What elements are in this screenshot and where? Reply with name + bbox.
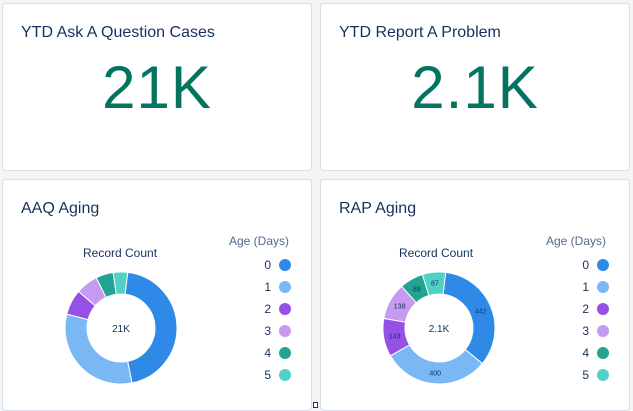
segment-data-label: 143 bbox=[389, 333, 401, 340]
aaq-aging-card[interactable]: AAQ Aging Record Count Age (Days) 21K 0 1… bbox=[2, 179, 312, 411]
legend-title: Age (Days) bbox=[546, 234, 607, 248]
legend-item-3[interactable]: 3 bbox=[251, 324, 291, 338]
legend-item-4[interactable]: 4 bbox=[569, 346, 609, 360]
legend-item-1[interactable]: 1 bbox=[569, 280, 609, 294]
segment-data-label: 87 bbox=[431, 281, 439, 288]
legend-item-3[interactable]: 3 bbox=[569, 324, 609, 338]
donut-segment-0[interactable] bbox=[442, 271, 496, 365]
legend-item-0[interactable]: 0 bbox=[251, 258, 291, 272]
legend-item-4[interactable]: 4 bbox=[251, 346, 291, 360]
legend-item-1[interactable]: 1 bbox=[251, 280, 291, 294]
resize-handle[interactable] bbox=[313, 402, 318, 408]
segment-data-label: 442 bbox=[475, 309, 487, 316]
legend-title: Age (Days) bbox=[229, 234, 290, 248]
legend-label: 1 bbox=[264, 280, 271, 294]
legend-label: 5 bbox=[264, 368, 271, 382]
donut-chart: 442 400 143 138 89 87 2.1K bbox=[382, 271, 496, 385]
legend-label: 0 bbox=[264, 258, 271, 272]
legend-item-2[interactable]: 2 bbox=[251, 302, 291, 316]
donut-segment-5[interactable] bbox=[421, 271, 447, 297]
legend-swatch bbox=[279, 281, 291, 293]
donut-chart: 21K bbox=[64, 271, 178, 385]
legend-item-5[interactable]: 5 bbox=[569, 368, 609, 382]
donut-center-total: 2.1K bbox=[429, 324, 450, 335]
legend-label: 3 bbox=[264, 324, 271, 338]
legend-label: 5 bbox=[582, 368, 589, 382]
legend-label: 4 bbox=[582, 346, 589, 360]
legend-swatch bbox=[279, 325, 291, 337]
legend-item-2[interactable]: 2 bbox=[569, 302, 609, 316]
rap-aging-card[interactable]: RAP Aging Record Count Age (Days) 442 400… bbox=[320, 179, 630, 411]
card-title: AAQ Aging bbox=[21, 200, 100, 217]
metric-value: 21K bbox=[102, 54, 212, 121]
legend-swatch bbox=[597, 303, 609, 315]
donut-segment-5[interactable] bbox=[112, 271, 129, 295]
legend-swatch bbox=[597, 259, 609, 271]
chart-title: Record Count bbox=[83, 246, 158, 260]
card-title: YTD Ask A Question Cases bbox=[21, 24, 215, 41]
legend-swatch bbox=[279, 303, 291, 315]
segment-data-label: 138 bbox=[394, 304, 406, 311]
legend-swatch bbox=[279, 369, 291, 381]
segment-data-label: 400 bbox=[429, 370, 441, 377]
legend-swatch bbox=[279, 259, 291, 271]
legend-label: 3 bbox=[582, 324, 589, 338]
legend-item-0[interactable]: 0 bbox=[569, 258, 609, 272]
legend-label: 0 bbox=[582, 258, 589, 272]
card-title: RAP Aging bbox=[339, 200, 417, 217]
segment-data-label: 89 bbox=[413, 286, 421, 293]
legend-item-5[interactable]: 5 bbox=[251, 368, 291, 382]
legend-label: 1 bbox=[582, 280, 589, 294]
metric-value: 2.1K bbox=[411, 54, 539, 121]
aaq-metric-card[interactable]: YTD Ask A Question Cases 21K bbox=[2, 3, 312, 171]
rap-metric-card[interactable]: YTD Report A Problem 2.1K bbox=[320, 3, 630, 171]
donut-center-total: 21K bbox=[112, 324, 130, 335]
legend-swatch bbox=[597, 369, 609, 381]
legend-label: 4 bbox=[264, 346, 271, 360]
chart-title: Record Count bbox=[399, 246, 474, 260]
legend-swatch bbox=[597, 325, 609, 337]
legend-swatch bbox=[597, 347, 609, 359]
legend-label: 2 bbox=[264, 302, 271, 316]
legend-swatch bbox=[279, 347, 291, 359]
donut-segment-0[interactable] bbox=[124, 271, 178, 384]
legend-swatch bbox=[597, 281, 609, 293]
legend-label: 2 bbox=[582, 302, 589, 316]
card-title: YTD Report A Problem bbox=[339, 24, 501, 41]
